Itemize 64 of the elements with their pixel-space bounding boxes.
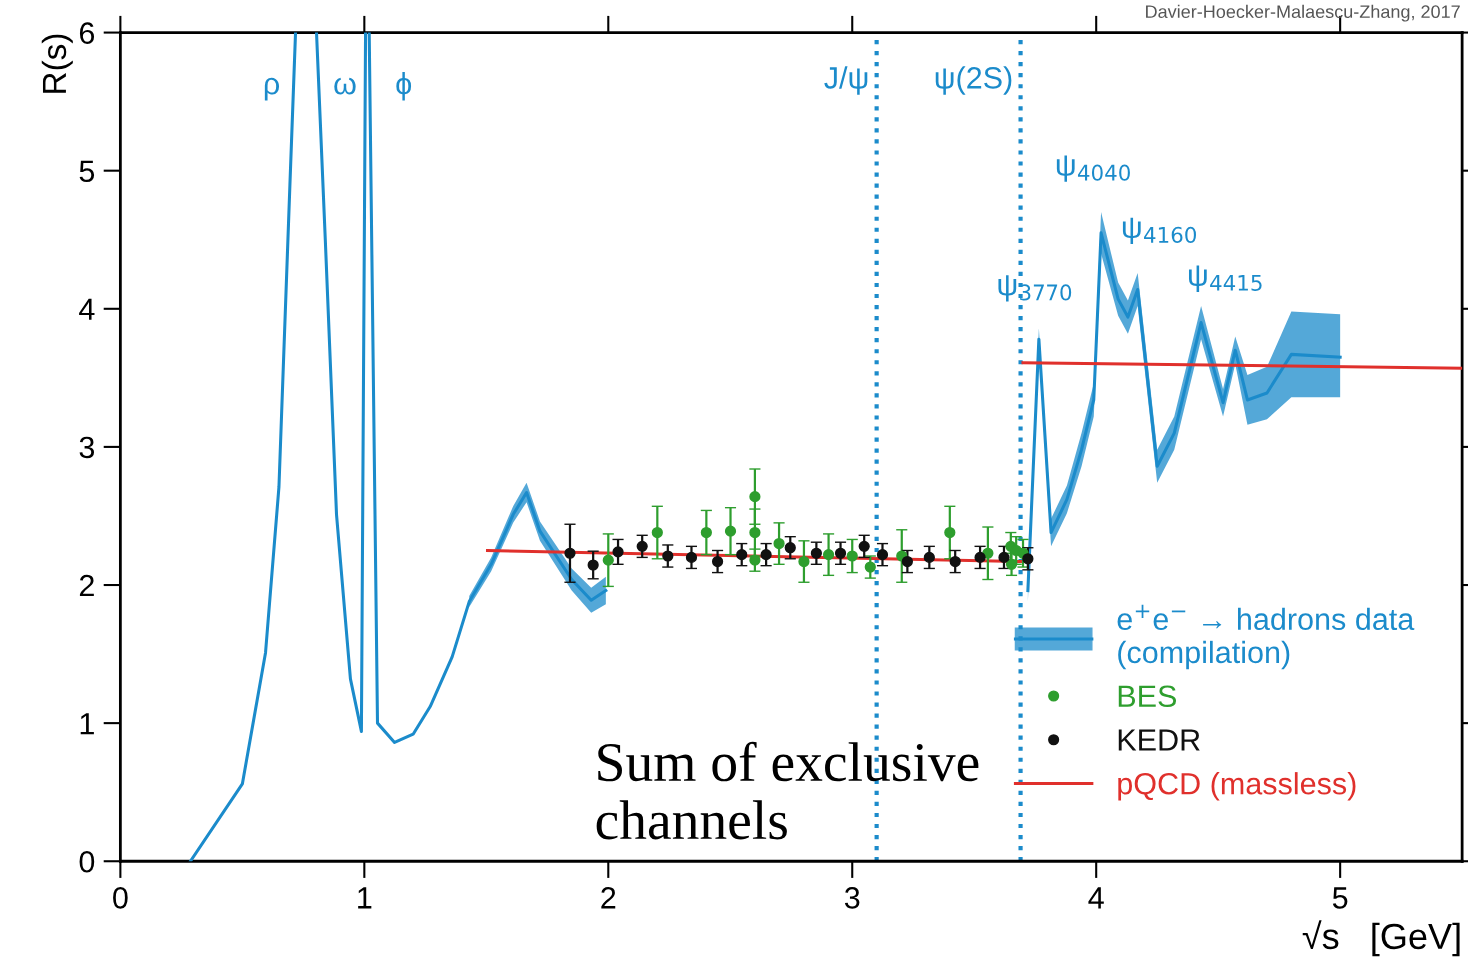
y-tick-label: 6 xyxy=(79,22,95,44)
y-tick-label: 4 xyxy=(79,298,95,320)
point xyxy=(974,551,986,564)
legend-label: e$^{+}$e$^{−}$ → hadrons data (compilation) xyxy=(1117,604,1415,670)
point xyxy=(736,549,748,561)
point xyxy=(876,549,889,561)
annotation: ρ xyxy=(264,77,280,101)
point xyxy=(1005,558,1018,570)
point xyxy=(760,549,772,561)
point xyxy=(923,551,935,564)
annotation: ψ$_{3770}$ xyxy=(998,275,1072,302)
point xyxy=(612,546,624,558)
point xyxy=(587,559,599,571)
point xyxy=(810,547,822,559)
annotation: ψ$_{4415}$ xyxy=(1188,265,1262,292)
y-tick-label: 1 xyxy=(80,713,94,735)
point xyxy=(773,537,785,550)
x-tick-label: 4 xyxy=(1088,887,1104,909)
point xyxy=(636,540,648,552)
point xyxy=(749,491,761,503)
point xyxy=(798,555,810,568)
point xyxy=(784,542,796,554)
point xyxy=(858,540,870,552)
annotation: ϕ xyxy=(396,72,412,101)
legend-label: pQCD (massless) xyxy=(1118,772,1356,801)
point xyxy=(944,526,956,539)
point xyxy=(822,549,835,561)
ref-line-label: ψ(2S) xyxy=(935,66,1012,95)
x-tick-label: 2 xyxy=(601,887,616,909)
legend-label: BES xyxy=(1118,685,1177,708)
point xyxy=(749,554,761,566)
x-tick-label: 3 xyxy=(844,887,860,909)
point xyxy=(564,547,576,559)
point xyxy=(749,526,761,539)
point xyxy=(724,525,737,537)
point xyxy=(834,547,847,559)
y-tick-label: 5 xyxy=(79,160,95,183)
annotation: ψ$_{4040}$ xyxy=(1056,155,1130,182)
point xyxy=(949,555,961,568)
point xyxy=(1022,553,1034,565)
x-tick-label: 1 xyxy=(358,887,372,909)
annotation: ψ$_{4160}$ xyxy=(1122,217,1196,245)
legend-label: KEDR xyxy=(1118,729,1200,751)
point xyxy=(602,554,614,566)
point xyxy=(651,526,663,539)
y-axis-title: R(s) xyxy=(41,34,73,93)
x-tick-label: 0 xyxy=(113,887,128,909)
text: Davier-Hoecker-Malaescu-Zhang, 2017 xyxy=(1146,4,1460,22)
ref-line-label: J/ψ xyxy=(824,66,868,95)
point xyxy=(901,555,913,568)
y-tick-label: 2 xyxy=(79,574,94,597)
point xyxy=(685,551,698,564)
annotation: ω xyxy=(334,77,356,95)
x-axis-title: √s [GeV] xyxy=(1302,920,1460,957)
point xyxy=(700,526,712,539)
point xyxy=(998,551,1010,564)
point xyxy=(846,550,858,562)
point xyxy=(864,561,876,573)
point xyxy=(711,555,724,568)
x-tick-label: 5 xyxy=(1332,887,1348,909)
point xyxy=(662,550,674,562)
y-tick-label: 0 xyxy=(79,850,95,873)
annotation: Sum of exclusive channels xyxy=(596,741,979,840)
y-tick-label: 3 xyxy=(79,436,95,459)
